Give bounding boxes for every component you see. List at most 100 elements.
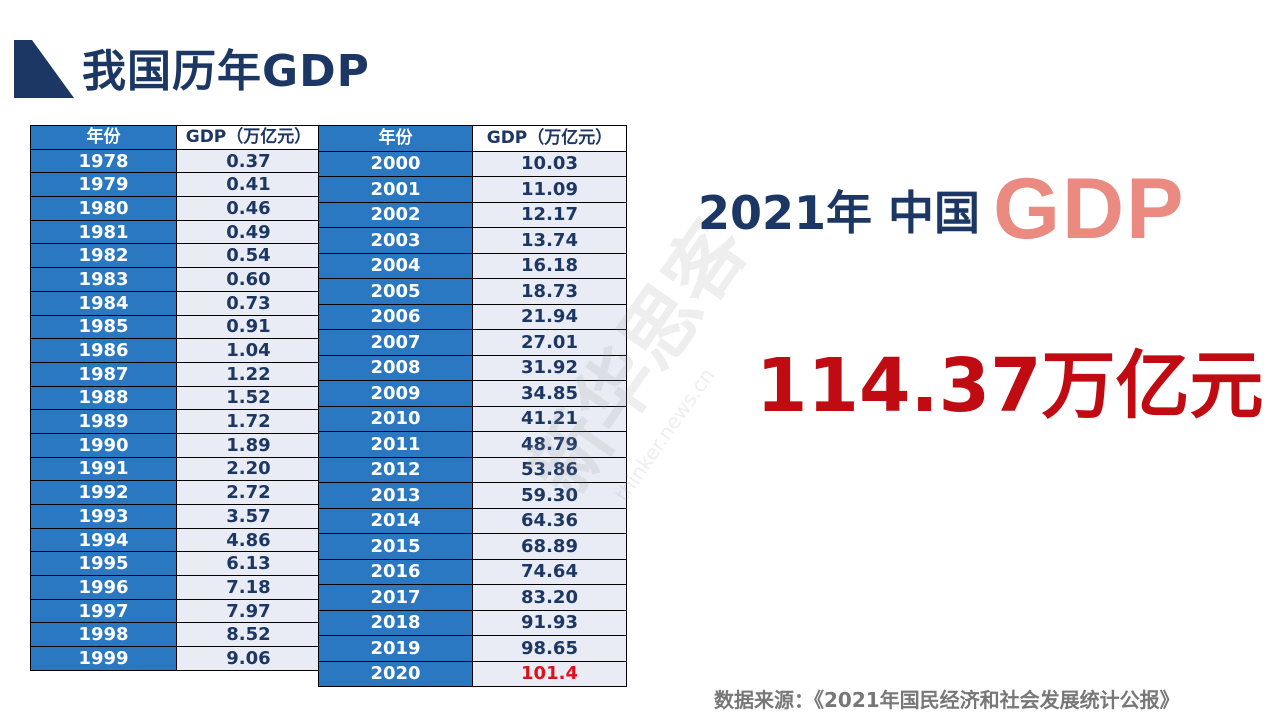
- gdp-value-cell: 1.72: [176, 409, 321, 434]
- gdp-value-cell: 1.52: [176, 385, 321, 411]
- table-body-right: 2000 10.03 2001 11.09 2002 12.17 2003 13.74 2004…: [318, 150, 627, 687]
- year-cell: 1997: [30, 598, 177, 624]
- table-row: 1995 6.13: [30, 551, 321, 577]
- gdp-table-left: 年份 GDP（万亿元） 1978 0.37 1979 0.41 1980 0.46 1981…: [30, 125, 321, 671]
- gdp-value-cell: 21.94: [472, 303, 627, 330]
- gdp-value-cell: 83.20: [472, 584, 627, 611]
- table-row: 2009 34.85: [318, 380, 627, 407]
- year-cell: 1987: [30, 361, 177, 387]
- year-cell: 1978: [30, 148, 177, 174]
- gdp-table-right: 年份 GDP（万亿元） 2000 10.03 2001 11.09 2002 12.17 2…: [318, 125, 627, 687]
- gdp-value-cell: 0.91: [176, 314, 321, 340]
- year-cell: 2004: [318, 252, 473, 279]
- gdp-value-cell: 41.21: [472, 405, 627, 432]
- year-cell: 2010: [318, 405, 473, 432]
- table-row: 2016 74.64: [318, 558, 627, 585]
- gdp-value-cell: 98.65: [472, 635, 627, 662]
- gdp-value-cell: 18.73: [472, 278, 627, 305]
- table-row: 1987 1.22: [30, 361, 321, 387]
- table-header-row: 年份 GDP（万亿元）: [318, 125, 627, 152]
- year-cell: 1986: [30, 338, 177, 363]
- gdp-value-cell: 11.09: [472, 176, 627, 203]
- year-cell: 1991: [30, 456, 177, 482]
- table-row: 2014 64.36: [318, 507, 627, 534]
- table-row: 2002 12.17: [318, 201, 627, 228]
- table-row: 2010 41.21: [318, 405, 627, 432]
- table-row: 1994 4.86: [30, 527, 321, 553]
- table-row: 1992 2.72: [30, 480, 321, 505]
- gdp-value-cell: 7.97: [176, 598, 321, 624]
- gdp-value-cell: 27.01: [472, 329, 627, 356]
- year-cell: 2018: [318, 609, 473, 636]
- year-cell: 2016: [318, 558, 473, 585]
- year-cell: 2020: [318, 660, 473, 687]
- gdp-value-cell: 0.60: [176, 267, 321, 292]
- table-row: 2017 83.20: [318, 584, 627, 611]
- year-cell: 2006: [318, 303, 473, 330]
- gdp-value-cell: 6.13: [176, 551, 321, 577]
- year-cell: 2011: [318, 431, 473, 458]
- table-row: 2015 68.89: [318, 533, 627, 560]
- page-title: 我国历年GDP: [82, 46, 370, 97]
- gdp-value-cell: 0.54: [176, 243, 321, 269]
- table-row: 1989 1.72: [30, 409, 321, 434]
- table-row: 1985 0.91: [30, 314, 321, 340]
- table-row: 2003 13.74: [318, 227, 627, 254]
- title-corner-mark: [14, 40, 74, 98]
- data-source: 数据来源：《2021年国民经济和社会发展统计公报》: [714, 688, 1180, 712]
- table-row: 2013 59.30: [318, 482, 627, 509]
- gdp-value-cell: 0.73: [176, 290, 321, 316]
- year-cell: 2002: [318, 201, 473, 228]
- table-row: 1999 9.06: [30, 646, 321, 671]
- table-row: 1979 0.41: [30, 172, 321, 198]
- year-cell: 1982: [30, 243, 177, 269]
- gdp-value-cell: 2.20: [176, 456, 321, 482]
- gdp-value-cell: 8.52: [176, 622, 321, 648]
- year-cell: 2008: [318, 354, 473, 381]
- year-cell: 1979: [30, 172, 177, 198]
- gdp-value-cell: 4.86: [176, 527, 321, 553]
- year-cell: 2017: [318, 584, 473, 611]
- gdp-value-cell: 101.4: [472, 660, 627, 687]
- header-gdp: GDP（万亿元）: [176, 125, 321, 150]
- table-row: 2001 11.09: [318, 176, 627, 203]
- gdp-value-cell: 12.17: [472, 201, 627, 228]
- table-row: 2019 98.65: [318, 635, 627, 662]
- gdp-value-cell: 1.04: [176, 338, 321, 363]
- header-gdp: GDP（万亿元）: [472, 125, 627, 152]
- table-row: 1982 0.54: [30, 243, 321, 269]
- headline-gdp: GDP: [993, 161, 1186, 257]
- year-cell: 1999: [30, 646, 177, 671]
- table-row: 2011 48.79: [318, 431, 627, 458]
- table-row: 2018 91.93: [318, 609, 627, 636]
- year-cell: 2014: [318, 507, 473, 534]
- table-row: 2004 16.18: [318, 252, 627, 279]
- year-cell: 1992: [30, 480, 177, 505]
- year-cell: 1998: [30, 622, 177, 648]
- year-cell: 2001: [318, 176, 473, 203]
- gdp-value-cell: 53.86: [472, 456, 627, 483]
- gdp-value-cell: 10.03: [472, 150, 627, 177]
- headline: 2021年 中国 GDP: [698, 160, 1186, 257]
- table-header-row: 年份 GDP（万亿元）: [30, 125, 321, 150]
- year-cell: 1983: [30, 267, 177, 292]
- table-row: 2012 53.86: [318, 456, 627, 483]
- table-row: 2006 21.94: [318, 303, 627, 330]
- year-cell: 1993: [30, 504, 177, 529]
- gdp-value-cell: 59.30: [472, 482, 627, 509]
- year-cell: 1984: [30, 290, 177, 316]
- table-row: 1998 8.52: [30, 622, 321, 648]
- gdp-value-cell: 7.18: [176, 575, 321, 600]
- table-row: 2008 31.92: [318, 354, 627, 381]
- table-row: 1991 2.20: [30, 456, 321, 482]
- gdp-value-cell: 34.85: [472, 380, 627, 407]
- year-cell: 2003: [318, 227, 473, 254]
- year-cell: 2009: [318, 380, 473, 407]
- year-cell: 2015: [318, 533, 473, 560]
- headline-value: 114.37万亿元: [756, 343, 1264, 429]
- header-year: 年份: [318, 125, 473, 152]
- year-cell: 1981: [30, 219, 177, 245]
- gdp-value-cell: 74.64: [472, 558, 627, 585]
- table-row: 2005 18.73: [318, 278, 627, 305]
